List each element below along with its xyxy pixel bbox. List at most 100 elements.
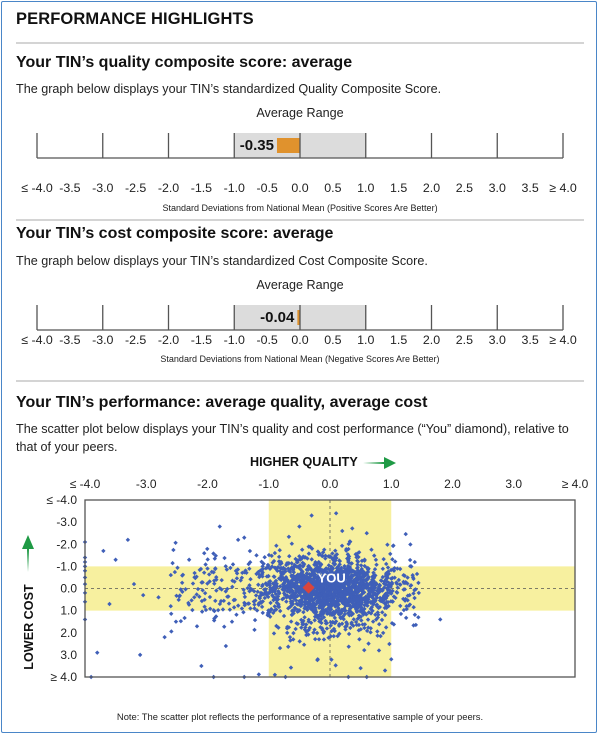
quality-tick-labels: ≤ -4.0 -3.5 -3.0 -2.5 -2.0 -1.5 -1.0 -0.5 0.0 0.5… [0,181,600,197]
peer-point [345,552,351,557]
peer-point [170,560,175,566]
peer-point [314,595,319,600]
section-divider [16,42,584,44]
peer-point [245,585,250,591]
peer-point [349,567,354,573]
peer-point [225,594,230,599]
peer-point [297,573,303,579]
peer-point [351,596,356,601]
peer-point [257,596,263,601]
peer-point [365,603,370,608]
peer-point [306,632,311,637]
peer-point [190,581,196,586]
tick-label: 2.0 [422,181,441,195]
peer-point [265,562,271,568]
peer-point [311,576,316,582]
tick-label: 1.5 [390,181,408,195]
peer-point [211,570,216,575]
peer-point [412,559,417,565]
tick-label: 3.0 [488,333,506,347]
peer-point [247,566,252,571]
tick-label: -2.0 [157,333,180,347]
peer-point [242,590,247,596]
peer-point [312,627,317,632]
peer-point [213,614,219,619]
peer-point [358,614,364,619]
peer-point [391,568,397,573]
peer-point [290,609,295,614]
peer-point [271,631,277,636]
peer-point [316,637,322,642]
peer-point [217,524,222,529]
peer-point [203,562,208,567]
peer-point [205,557,210,562]
peer-point [242,600,247,606]
page-title: PERFORMANCE HIGHLIGHTS [16,10,254,28]
peer-point [276,559,282,564]
peer-point [235,537,241,543]
peer-point [353,605,358,610]
score-bar [297,310,300,325]
peer-point [201,570,207,575]
peer-point [169,629,174,634]
x-axis-title: HIGHER QUALITY [250,455,358,469]
peer-point [198,566,204,572]
peer-point [391,594,397,599]
peer-point [312,582,317,587]
x-tick-label: 2.0 [444,477,461,491]
peer-point [217,601,223,607]
peer-point [357,580,363,585]
peer-point [343,586,349,592]
peer-point [374,588,380,593]
peer-point [354,609,360,614]
peer-point [241,610,246,615]
tick-label: -1.5 [190,181,213,195]
peer-point [252,602,257,607]
peer-point [319,567,325,573]
peer-point [205,546,210,552]
quality-description: The graph below displays your TIN’s stan… [16,82,442,96]
tick-label: 3.5 [521,333,539,347]
peer-point [305,556,310,561]
peer-point [370,574,375,579]
peer-point [300,622,305,627]
peer-point [374,562,379,567]
section-divider [16,380,584,382]
performance-description: The scatter plot below displays your TIN… [16,422,569,454]
cost-axis-caption: Standard Deviations from National Mean (… [160,354,440,364]
peer-point [182,615,187,621]
tick-label: 1.0 [357,333,375,347]
peer-point [251,599,257,604]
peer-point [307,576,312,582]
peer-point [327,570,332,576]
peer-point [408,542,413,547]
peer-point [329,579,335,584]
peer-point [125,537,131,543]
peer-point [253,598,258,603]
peer-point [335,582,341,588]
peer-point [169,611,174,616]
peer-point [321,630,326,636]
peer-point [332,628,337,634]
peer-point [214,577,219,582]
peer-point [101,548,106,554]
peer-point [356,574,362,580]
peer-point [260,610,265,616]
peer-point [339,543,345,548]
tick-label: 0.0 [291,181,309,195]
peer-point [162,634,167,640]
x-tick-label: 1.0 [383,477,400,491]
peer-point [408,583,413,589]
peer-point [202,604,207,609]
peer-point [189,598,194,603]
peer-point [173,540,178,545]
peer-point [310,590,315,595]
peer-point [334,570,340,575]
peer-point [357,637,362,642]
peer-point [329,564,334,570]
peer-point [326,554,331,559]
peer-point [282,585,288,590]
peer-point [199,609,205,614]
peer-point [357,584,362,589]
